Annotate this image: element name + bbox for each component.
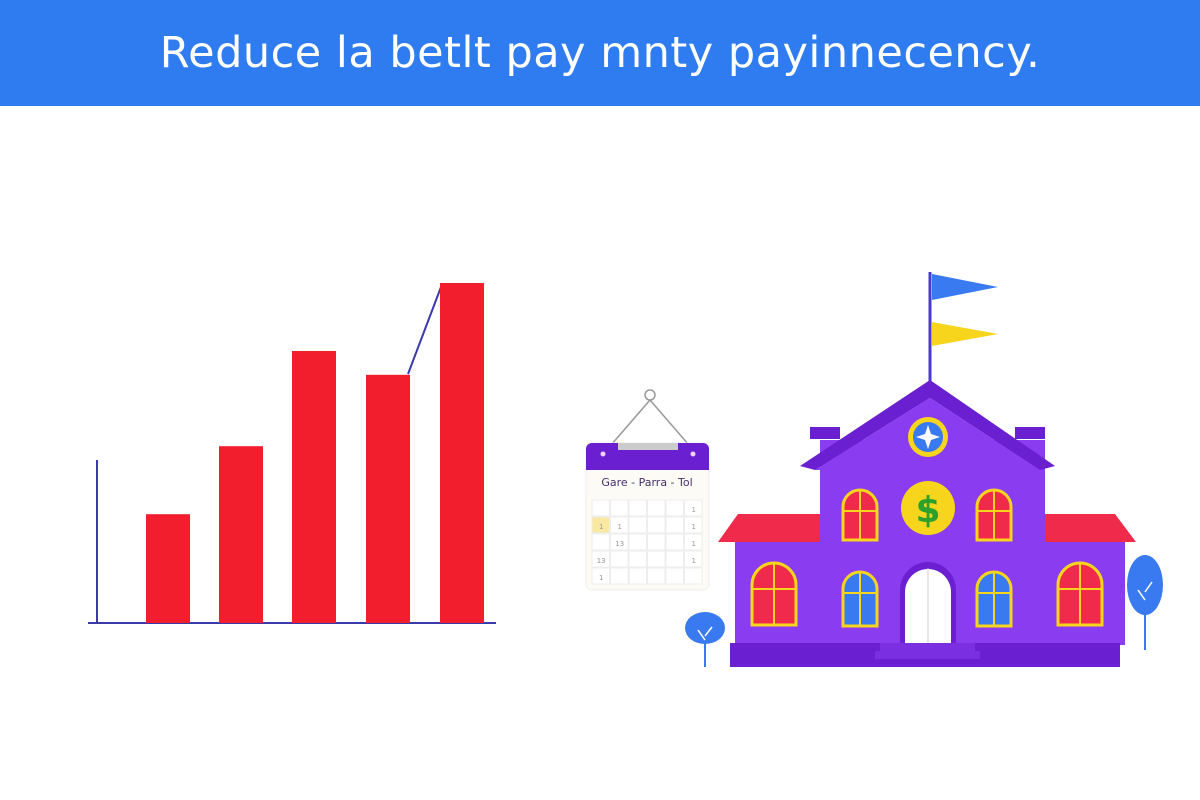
calendar-cell [610, 516, 629, 534]
calendar-cell [610, 550, 629, 568]
bar [366, 374, 410, 623]
calendar-cell [665, 499, 684, 517]
calendar-day: 13 [615, 540, 624, 548]
calendar-day: 1 [692, 506, 696, 514]
calendar-cell [628, 550, 647, 568]
bar [440, 283, 484, 623]
calendar-day: 13 [597, 557, 606, 565]
calendar-cell [591, 516, 610, 534]
flag-icon [932, 274, 998, 300]
calendar-cell [628, 567, 647, 585]
calendar-cell [647, 499, 666, 517]
calendar-cell [591, 499, 610, 517]
calendar-cell [628, 499, 647, 517]
calendar-cell [647, 550, 666, 568]
bar [292, 351, 336, 623]
calendar-cell [684, 533, 703, 551]
dollar-icon: $ [915, 490, 940, 531]
calendar-cell [684, 567, 703, 585]
tree-icon [1127, 555, 1163, 650]
calendar-cell [665, 567, 684, 585]
title-banner: Reduce la betlt pay mnty payinnecency. [0, 0, 1200, 106]
calendar-cell [610, 533, 629, 551]
calendar-day: 1 [599, 574, 603, 582]
calendar-cell [628, 516, 647, 534]
tree-icon [685, 612, 725, 667]
bar [146, 514, 190, 623]
calendar-cell [628, 533, 647, 551]
calendar-cell [610, 499, 629, 517]
calendar-cell [684, 516, 703, 534]
calendar-cell [610, 567, 629, 585]
calendar-cell [665, 550, 684, 568]
calendar-header: Gare - Parra - Tol [601, 476, 692, 489]
page-title: Reduce la betlt pay mnty payinnecency. [159, 28, 1041, 78]
calendar-day: 1 [692, 540, 696, 548]
flag-icon [932, 322, 998, 346]
bar [219, 446, 263, 623]
calendar-cell [665, 516, 684, 534]
bar-chart-icon [88, 283, 496, 624]
school-building-icon: $ [718, 272, 1136, 667]
calendar-cell [591, 550, 610, 568]
calendar-icon: Gare - Parra - Tol 1 1 1 1 13 1 13 1 1 [585, 389, 710, 591]
calendar-day: 1 [599, 523, 603, 531]
trend-line [407, 286, 442, 375]
calendar-cell [647, 567, 666, 585]
calendar-day: 1 [618, 523, 622, 531]
calendar-cell [684, 550, 703, 568]
calendar-cell [684, 499, 703, 517]
coin [901, 481, 955, 535]
calendar-cell [591, 533, 610, 551]
calendar-cell [665, 533, 684, 551]
calendar-day: 1 [692, 557, 696, 565]
calendar-day: 1 [692, 523, 696, 531]
calendar-cell [647, 516, 666, 534]
calendar-cell [591, 567, 610, 585]
calendar-cell [647, 533, 666, 551]
